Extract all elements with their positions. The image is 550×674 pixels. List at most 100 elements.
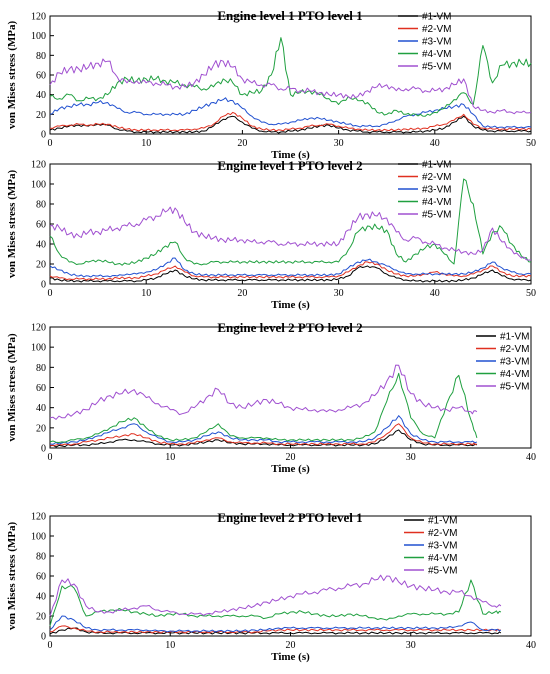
y-tick-label: 0 bbox=[41, 444, 46, 455]
legend: #1-VM#2-VM #3-VM#4-VM #5-VM bbox=[398, 160, 451, 221]
legend: #1-VM#2-VM #3-VM#4-VM #5-VM bbox=[476, 332, 529, 393]
y-tick-label: 40 bbox=[36, 240, 46, 251]
legend-label: #1-VM bbox=[428, 516, 457, 527]
chart-title: Engine level 2 PTO level 1 bbox=[217, 510, 362, 525]
y-tick-label: 0 bbox=[41, 632, 46, 643]
x-tick-label: 0 bbox=[48, 640, 53, 651]
x-tick-label: 10 bbox=[165, 452, 175, 463]
y-tick-label: 60 bbox=[36, 572, 46, 583]
y-tick-label: 80 bbox=[36, 552, 46, 563]
legend-label: #5-VM bbox=[428, 566, 457, 577]
series-line-3-vm bbox=[49, 257, 532, 278]
y-tick-label: 20 bbox=[36, 260, 46, 271]
y-tick-label: 60 bbox=[36, 383, 46, 394]
legend-label: #4-VM bbox=[500, 369, 529, 380]
x-tick-label: 30 bbox=[334, 288, 344, 299]
y-tick-label: 40 bbox=[36, 592, 46, 603]
y-axis-label: von Mises stress (MPa) bbox=[6, 333, 18, 442]
legend-label: #5-VM bbox=[422, 210, 451, 221]
legend-label: #4-VM bbox=[428, 553, 457, 564]
x-axis-label: Time (s) bbox=[271, 299, 310, 311]
legend-label: #2-VM bbox=[428, 528, 457, 539]
x-tick-label: 30 bbox=[406, 452, 416, 463]
chart-title: Engine level 1 PTO level 1 bbox=[217, 8, 362, 23]
series-line-4-vm bbox=[49, 178, 532, 266]
chart-title: Engine level 1 PTO level 2 bbox=[217, 158, 362, 173]
plot-frame bbox=[49, 326, 532, 449]
x-tick-label: 20 bbox=[237, 288, 247, 299]
legend-label: #2-VM bbox=[500, 344, 529, 355]
legend-label: #4-VM bbox=[422, 49, 451, 60]
series-line-3-vm bbox=[49, 97, 532, 129]
y-tick-label: 100 bbox=[31, 180, 46, 191]
y-tick-label: 60 bbox=[36, 71, 46, 82]
x-tick-label: 20 bbox=[286, 640, 296, 651]
y-tick-label: 0 bbox=[41, 130, 46, 141]
legend-label: #5-VM bbox=[422, 62, 451, 73]
series-line-2-vm bbox=[49, 625, 501, 634]
plot-frame bbox=[49, 515, 532, 637]
chart-panel-3: 0 20 40 60 80 100 120 0 10 20 30 40 Time (s) von Mise… bbox=[6, 320, 536, 475]
x-tick-label: 50 bbox=[526, 138, 536, 149]
y-tick-label: 120 bbox=[31, 12, 46, 23]
legend-label: #3-VM bbox=[428, 541, 457, 552]
y-tick-label: 20 bbox=[36, 423, 46, 434]
x-tick-label: 30 bbox=[406, 640, 416, 651]
x-tick-label: 50 bbox=[526, 288, 536, 299]
legend-label: #1-VM bbox=[422, 160, 451, 171]
x-tick-label: 30 bbox=[334, 138, 344, 149]
x-tick-label: 0 bbox=[48, 288, 53, 299]
y-tick-label: 60 bbox=[36, 220, 46, 231]
series-line-4-vm bbox=[49, 579, 502, 627]
chart-panel-1: 0 20 40 60 80 100 120 0 10 20 30 40 50 Time (s) von Mi… bbox=[6, 8, 536, 161]
legend: #1-VM#2-VM #3-VM#4-VM #5-VM bbox=[404, 516, 457, 577]
x-axis-label: Time (s) bbox=[271, 149, 310, 161]
x-axis-label: Time (s) bbox=[271, 651, 310, 663]
chart-title: Engine level 2 PTO level 2 bbox=[217, 320, 362, 335]
x-tick-label: 40 bbox=[430, 288, 440, 299]
legend: #1-VM#2-VM #3-VM#4-VM #5-VM bbox=[398, 12, 451, 73]
series-line-2-vm bbox=[49, 111, 532, 132]
x-tick-label: 0 bbox=[48, 452, 53, 463]
chart-panel-4: 0 20 40 60 80 100 120 0 10 20 30 40 Time (s) von Mise… bbox=[6, 510, 536, 663]
y-tick-label: 80 bbox=[36, 363, 46, 374]
series-line-1-vm bbox=[49, 265, 532, 283]
y-tick-label: 20 bbox=[36, 612, 46, 623]
x-tick-label: 40 bbox=[526, 452, 536, 463]
x-tick-label: 0 bbox=[48, 138, 53, 149]
series-line-1-vm bbox=[49, 115, 532, 134]
series-line-3-vm bbox=[49, 615, 502, 633]
x-axis-label: Time (s) bbox=[271, 463, 310, 475]
series-line-5-vm bbox=[49, 206, 532, 261]
y-tick-label: 40 bbox=[36, 90, 46, 101]
x-tick-label: 10 bbox=[141, 288, 151, 299]
y-tick-label: 100 bbox=[31, 31, 46, 42]
y-tick-label: 40 bbox=[36, 403, 46, 414]
series-line-2-vm bbox=[49, 423, 478, 447]
y-tick-label: 20 bbox=[36, 110, 46, 121]
series-line-5-vm bbox=[49, 574, 502, 617]
y-tick-label: 100 bbox=[31, 532, 46, 543]
chart-panel-2: 0 20 40 60 80 100 120 0 10 20 30 40 50 Time (s) von Mi… bbox=[6, 158, 536, 311]
y-tick-label: 80 bbox=[36, 51, 46, 62]
y-tick-label: 80 bbox=[36, 200, 46, 211]
y-axis-label: von Mises stress (MPa) bbox=[6, 170, 18, 279]
legend-label: #3-VM bbox=[500, 357, 529, 368]
x-tick-label: 40 bbox=[430, 138, 440, 149]
x-tick-label: 40 bbox=[526, 640, 536, 651]
x-tick-label: 10 bbox=[165, 640, 175, 651]
legend-label: #2-VM bbox=[422, 172, 451, 183]
y-tick-label: 120 bbox=[31, 160, 46, 171]
y-axis-label: von Mises stress (MPa) bbox=[6, 522, 18, 631]
y-tick-label: 100 bbox=[31, 343, 46, 354]
legend-label: #1-VM bbox=[422, 12, 451, 23]
legend-label: #4-VM bbox=[422, 197, 451, 208]
y-tick-label: 0 bbox=[41, 280, 46, 291]
series-line-5-vm bbox=[49, 364, 478, 420]
legend-label: #3-VM bbox=[422, 185, 451, 196]
x-tick-label: 20 bbox=[286, 452, 296, 463]
plot-frame bbox=[49, 15, 532, 135]
legend-label: #5-VM bbox=[500, 382, 529, 393]
series-line-3-vm bbox=[49, 415, 478, 445]
